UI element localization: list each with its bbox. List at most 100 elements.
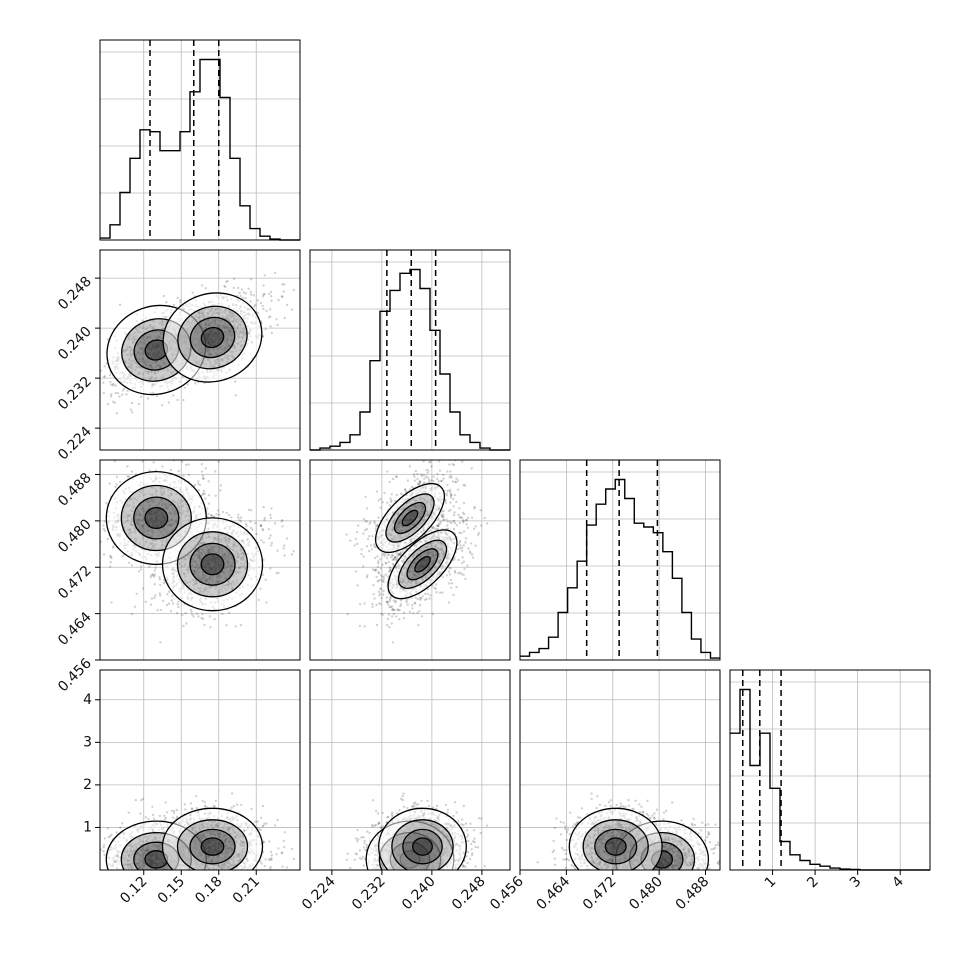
- sample-point: [389, 569, 392, 572]
- sample-point: [187, 463, 190, 466]
- sample-point: [460, 516, 464, 520]
- sample-point: [202, 492, 205, 495]
- sample-point: [442, 519, 445, 522]
- sample-point: [125, 393, 128, 396]
- sample-point: [103, 520, 106, 523]
- density-contour: [177, 305, 248, 370]
- sample-point: [223, 284, 226, 288]
- sample-point: [182, 474, 185, 477]
- sample-point: [373, 597, 376, 600]
- density-contour: [189, 316, 236, 359]
- sample-point: [108, 374, 112, 377]
- sample-point: [393, 556, 397, 560]
- sample-point: [121, 393, 124, 396]
- sample-point: [395, 475, 399, 478]
- sample-point: [375, 490, 379, 493]
- sample-point: [420, 615, 424, 618]
- sample-point: [200, 616, 203, 620]
- sample-point: [416, 477, 419, 481]
- sample-point: [102, 527, 105, 531]
- sample-point: [391, 558, 394, 562]
- sample-point: [169, 468, 173, 472]
- sample-point: [379, 506, 382, 509]
- sample-point: [179, 300, 182, 304]
- sample-point: [391, 554, 394, 557]
- sample-point: [388, 566, 391, 569]
- sample-point: [377, 560, 380, 563]
- sample-point: [405, 490, 408, 493]
- sample-point: [354, 570, 358, 573]
- sample-point: [249, 300, 252, 303]
- sample-point: [368, 535, 371, 538]
- sample-point: [141, 460, 144, 463]
- sample-point: [395, 493, 399, 497]
- sample-point: [378, 594, 381, 597]
- sample-point: [396, 554, 399, 558]
- sample-point: [451, 480, 454, 483]
- sample-point: [403, 488, 407, 491]
- sample-point: [389, 595, 393, 599]
- sample-point: [238, 518, 241, 522]
- sample-point: [252, 294, 255, 297]
- sample-point: [362, 565, 365, 568]
- sample-point: [397, 608, 400, 612]
- sample-point: [237, 516, 240, 519]
- sample-point: [153, 583, 156, 586]
- sample-point: [473, 505, 476, 509]
- sample-point: [442, 515, 445, 519]
- sample-point: [234, 625, 237, 628]
- sample-point: [158, 578, 162, 581]
- sample-point: [392, 599, 395, 602]
- sample-point: [411, 604, 414, 607]
- sample-point: [460, 546, 464, 549]
- sample-point: [262, 505, 265, 509]
- sample-point: [395, 551, 398, 555]
- sample-point: [185, 463, 188, 467]
- sample-point: [458, 531, 461, 534]
- sample-point: [441, 510, 444, 513]
- sample-point: [429, 594, 432, 597]
- sample-point: [356, 542, 359, 546]
- sample-point: [270, 544, 273, 547]
- sample-point: [374, 568, 377, 572]
- sample-point: [449, 474, 453, 477]
- sample-point: [470, 542, 473, 545]
- sample-point: [428, 597, 431, 600]
- sample-point: [389, 556, 393, 559]
- sample-point: [135, 592, 138, 595]
- sample-point: [176, 398, 179, 402]
- sample-point: [277, 571, 280, 574]
- sample-point: [153, 573, 157, 576]
- sample-point: [239, 624, 243, 627]
- sample-point: [281, 283, 284, 286]
- panel-1-0: [99, 249, 301, 451]
- sample-point: [388, 597, 392, 600]
- sample-point: [127, 475, 131, 478]
- sample-point: [232, 277, 236, 280]
- sample-point: [449, 567, 452, 570]
- sample-point: [470, 516, 474, 519]
- sample-point: [462, 560, 466, 563]
- sample-point: [206, 507, 209, 510]
- sample-point: [283, 554, 286, 557]
- sample-point: [383, 491, 386, 495]
- sample-point: [161, 465, 164, 468]
- sample-point: [176, 603, 179, 606]
- sample-point: [379, 588, 382, 591]
- sample-point: [376, 524, 379, 527]
- sample-point: [276, 323, 279, 327]
- sample-point: [408, 465, 412, 468]
- sample-point: [240, 288, 244, 291]
- sample-point: [102, 524, 105, 527]
- sample-point: [172, 602, 175, 605]
- sample-point: [386, 617, 389, 621]
- sample-point: [259, 587, 262, 590]
- sample-point: [460, 549, 464, 552]
- sample-point: [439, 456, 441, 458]
- sample-point: [449, 508, 452, 511]
- sample-point: [466, 526, 470, 529]
- sample-point: [244, 292, 248, 295]
- sample-point: [267, 528, 271, 531]
- sample-point: [227, 513, 231, 517]
- sample-point: [118, 395, 121, 398]
